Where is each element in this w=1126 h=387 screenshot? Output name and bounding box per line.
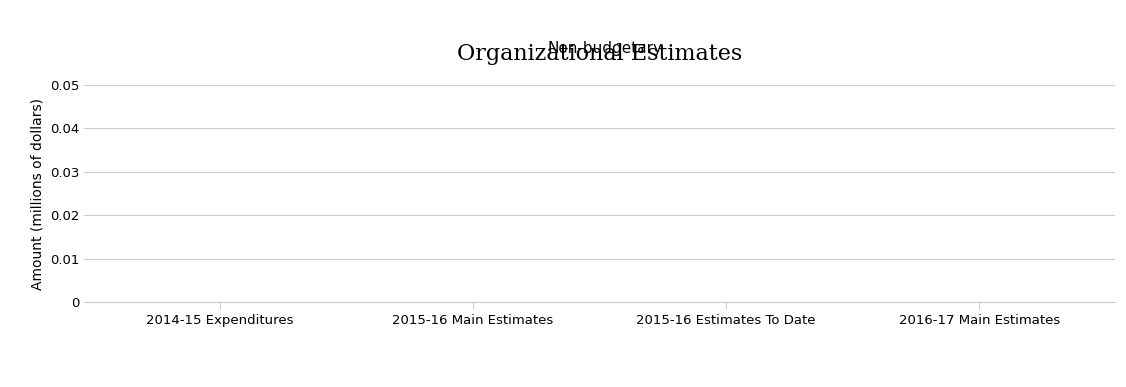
- Y-axis label: Amount (millions of dollars): Amount (millions of dollars): [30, 98, 45, 289]
- Title: Organizational Estimates: Organizational Estimates: [457, 43, 742, 65]
- Text: Non-budgetary: Non-budgetary: [547, 41, 662, 56]
